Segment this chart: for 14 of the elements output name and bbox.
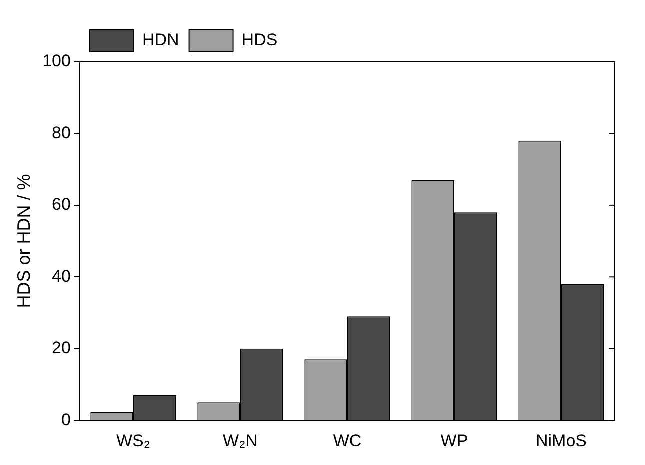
- x-tick-label: WP: [440, 431, 468, 450]
- x-tick-label: WC: [333, 431, 362, 450]
- x-tick-label: NiMoS: [536, 431, 588, 450]
- x-tick-label: WS₂: [116, 431, 150, 450]
- legend-label: HDN: [142, 30, 180, 50]
- x-tick-label: W₂N: [223, 431, 258, 450]
- legend-label: HDS: [242, 30, 278, 50]
- y-tick-label: 20: [52, 338, 71, 358]
- y-tick-label: 40: [52, 266, 71, 286]
- y-axis-title: HDS or HDN / %: [14, 174, 34, 308]
- y-tick-label: 0: [61, 410, 71, 430]
- y-tick-label: 80: [52, 123, 71, 142]
- y-tick-label: 100: [42, 52, 71, 71]
- y-tick-label: 60: [52, 195, 71, 214]
